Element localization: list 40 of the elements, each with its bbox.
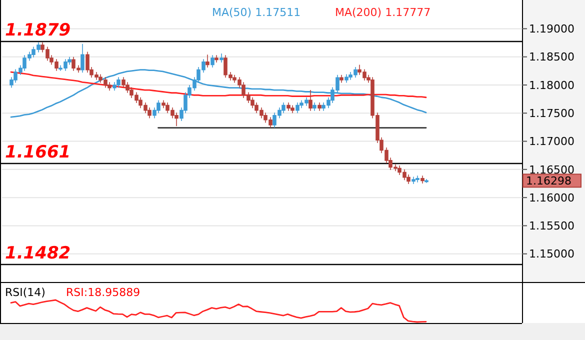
y-tick-label: 1.19000: [529, 22, 574, 36]
candlestick: [416, 175, 420, 183]
candlestick: [156, 100, 160, 114]
candlestick: [290, 104, 294, 114]
ref-line-label: 1.1879: [5, 20, 71, 40]
candlestick: [86, 51, 90, 74]
candlestick: [214, 54, 218, 63]
text: MA(50) 1.17511: [212, 6, 301, 19]
candlestick: [210, 54, 214, 68]
candlestick: [412, 176, 416, 184]
candlestick: [424, 178, 428, 184]
text: RSI:18.95889: [66, 286, 140, 299]
y-tick-label: 1.18500: [529, 50, 574, 64]
y-tick-label: 1.16500: [529, 163, 574, 176]
candlestick: [286, 102, 290, 112]
candlestick: [420, 175, 424, 184]
y-tick-label: 1.18000: [529, 78, 574, 92]
candlestick: [318, 102, 322, 112]
candlestick: [308, 90, 312, 112]
chart-title: RSI(14): [5, 286, 46, 299]
candlestick: [116, 76, 120, 88]
y-tick-label: 1.16000: [529, 191, 574, 204]
y-tick-label: 1.15000: [529, 248, 574, 261]
candlestick: [340, 74, 344, 84]
candlestick: [282, 102, 286, 114]
y-tick-label: 1.17500: [529, 106, 574, 120]
candlestick: [220, 53, 224, 63]
candlestick: [80, 44, 84, 74]
text: MA(200) 1.17777: [335, 6, 431, 19]
candlestick: [312, 102, 316, 112]
ref-line-label: 1.1482: [5, 244, 71, 264]
candlestick: [296, 102, 300, 114]
line-series: [10, 71, 427, 98]
y-tick-label: 1.15500: [529, 220, 574, 233]
candlestick: [206, 54, 210, 68]
text: 1.16298: [526, 174, 572, 188]
line-series: [10, 69, 427, 118]
candlestick: [344, 74, 348, 84]
ref-line-label: 1.1661: [5, 142, 71, 162]
y-tick-label: 1.17000: [529, 135, 574, 148]
